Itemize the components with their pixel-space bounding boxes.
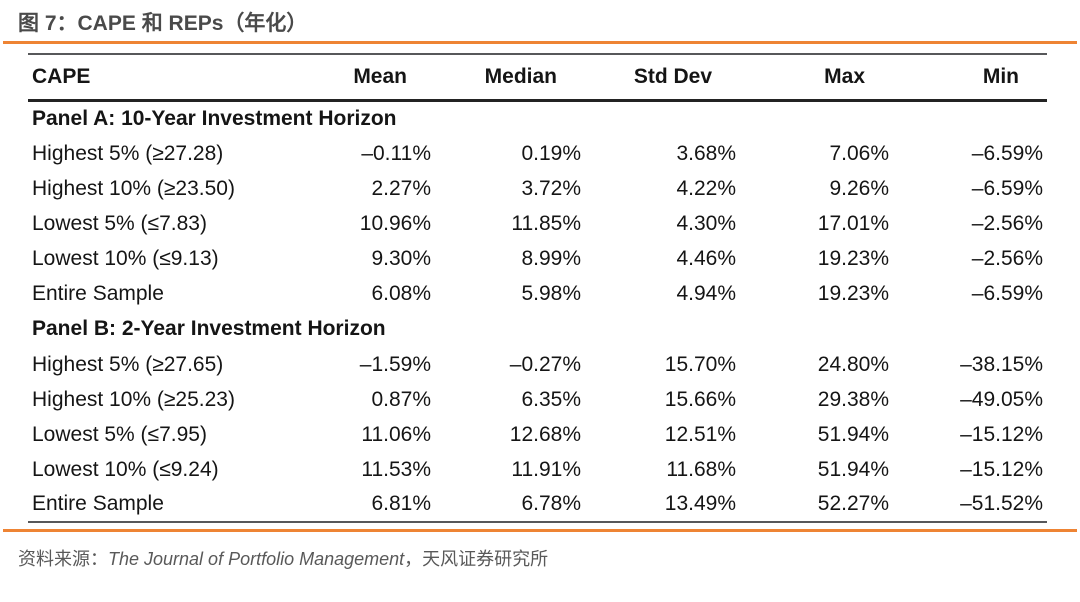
- cell-min: –49.05%: [960, 387, 1043, 411]
- cell-mean: 10.96%: [359, 211, 431, 235]
- row-label: Lowest 5% (≤7.83): [32, 211, 207, 235]
- figure-title: 图 7：CAPE 和 REPs（年化）: [18, 12, 308, 35]
- cell-stddev: 4.30%: [676, 211, 736, 235]
- cell-max: 7.06%: [829, 141, 889, 165]
- source-note: 资料来源：The Journal of Portfolio Management…: [18, 545, 1080, 571]
- table-header-row: CAPE Mean Median Std Dev Max Min: [28, 53, 1047, 102]
- source-prefix: 资料来源：: [18, 549, 108, 569]
- row-label: Lowest 10% (≤9.13): [32, 246, 219, 270]
- cell-max: 24.80%: [817, 352, 889, 376]
- cape-reps-table: CAPE Mean Median Std Dev Max Min Panel A…: [28, 53, 1047, 523]
- cell-max: 19.23%: [817, 281, 889, 305]
- row-label: Lowest 5% (≤7.95): [32, 422, 207, 446]
- cell-stddev: 4.94%: [676, 281, 736, 305]
- source-journal: The Journal of Portfolio Management: [108, 549, 405, 569]
- cell-median: 6.78%: [435, 487, 585, 523]
- cell-median: 0.19%: [521, 141, 581, 165]
- source-suffix: ，天风证券研究所: [404, 549, 549, 569]
- cell-max: 52.27%: [740, 487, 893, 523]
- cell-stddev: 3.68%: [676, 141, 736, 165]
- cell-min: –6.59%: [971, 281, 1043, 305]
- panel-a-header-row: Panel A: 10-Year Investment Horizon: [28, 100, 1047, 136]
- cell-median: 11.91%: [511, 457, 581, 481]
- table-row: Lowest 10% (≤9.13) 9.30% 8.99% 4.46% 19.…: [28, 241, 1047, 276]
- cell-min: –6.59%: [971, 141, 1043, 165]
- cell-mean: 6.08%: [371, 281, 431, 305]
- row-label: Highest 10% (≥23.50): [32, 176, 235, 200]
- panel-a-title: Panel A: 10-Year Investment Horizon: [32, 106, 397, 130]
- cell-max: 19.23%: [817, 246, 889, 270]
- row-label: Highest 5% (≥27.65): [32, 352, 224, 376]
- accent-divider-top: [3, 41, 1077, 44]
- cell-min: –51.52%: [893, 487, 1047, 523]
- cell-mean: 2.27%: [371, 176, 431, 200]
- cell-stddev: 4.46%: [676, 246, 736, 270]
- cell-mean: –1.59%: [359, 352, 431, 376]
- cell-stddev: 13.49%: [585, 487, 740, 523]
- cell-mean: 6.81%: [300, 487, 435, 523]
- cell-stddev: 11.68%: [666, 457, 736, 481]
- column-header-mean: Mean: [300, 53, 435, 102]
- column-header-max: Max: [740, 53, 893, 102]
- cell-median: 8.99%: [521, 246, 581, 270]
- accent-divider-bottom: [3, 529, 1077, 532]
- row-label: Highest 10% (≥25.23): [32, 387, 235, 411]
- row-label: Entire Sample: [28, 487, 300, 523]
- cell-median: –0.27%: [509, 352, 581, 376]
- cell-median: 5.98%: [521, 281, 581, 305]
- cell-mean: 11.53%: [361, 457, 431, 481]
- table-row: Highest 10% (≥23.50) 2.27% 3.72% 4.22% 9…: [28, 171, 1047, 206]
- cell-median: 3.72%: [521, 176, 581, 200]
- cell-min: –15.12%: [960, 422, 1043, 446]
- cell-min: –15.12%: [960, 457, 1043, 481]
- column-header-stddev: Std Dev: [585, 53, 740, 102]
- cell-median: 6.35%: [521, 387, 581, 411]
- cell-stddev: 12.51%: [664, 422, 736, 446]
- cell-min: –38.15%: [960, 352, 1043, 376]
- cell-mean: –0.11%: [361, 141, 431, 165]
- cell-median: 12.68%: [509, 422, 581, 446]
- column-header-median: Median: [435, 53, 585, 102]
- cell-min: –2.56%: [971, 211, 1043, 235]
- column-header-cape: CAPE: [28, 53, 300, 102]
- cell-mean: 9.30%: [371, 246, 431, 270]
- cell-max: 29.38%: [817, 387, 889, 411]
- panel-b-header-row: Panel B: 2-Year Investment Horizon: [28, 311, 1047, 347]
- cell-median: 11.85%: [511, 211, 581, 235]
- table-row: Lowest 5% (≤7.83) 10.96% 11.85% 4.30% 17…: [28, 206, 1047, 241]
- cell-mean: 11.06%: [361, 422, 431, 446]
- table-row: Lowest 10% (≤9.24) 11.53% 11.91% 11.68% …: [28, 452, 1047, 487]
- table-row: Entire Sample 6.08% 5.98% 4.94% 19.23% –…: [28, 276, 1047, 311]
- table-row: Lowest 5% (≤7.95) 11.06% 12.68% 12.51% 5…: [28, 417, 1047, 452]
- cell-max: 51.94%: [817, 422, 889, 446]
- cell-max: 51.94%: [817, 457, 889, 481]
- table-row: Highest 5% (≥27.28) –0.11% 0.19% 3.68% 7…: [28, 136, 1047, 171]
- column-header-min: Min: [893, 53, 1047, 102]
- cell-max: 17.01%: [817, 211, 889, 235]
- panel-b-title: Panel B: 2-Year Investment Horizon: [32, 317, 386, 340]
- cell-min: –2.56%: [971, 246, 1043, 270]
- cell-stddev: 15.66%: [664, 387, 736, 411]
- cell-min: –6.59%: [971, 176, 1043, 200]
- cell-stddev: 4.22%: [676, 176, 736, 200]
- cell-stddev: 15.70%: [664, 352, 736, 376]
- row-label: Lowest 10% (≤9.24): [32, 457, 219, 481]
- row-label: Entire Sample: [32, 281, 164, 305]
- table-row: Entire Sample 6.81% 6.78% 13.49% 52.27% …: [28, 487, 1047, 523]
- table-row: Highest 10% (≥25.23) 0.87% 6.35% 15.66% …: [28, 382, 1047, 417]
- cell-mean: 0.87%: [371, 387, 431, 411]
- row-label: Highest 5% (≥27.28): [32, 141, 224, 165]
- table-row: Highest 5% (≥27.65) –1.59% –0.27% 15.70%…: [28, 347, 1047, 382]
- cell-max: 9.26%: [829, 176, 889, 200]
